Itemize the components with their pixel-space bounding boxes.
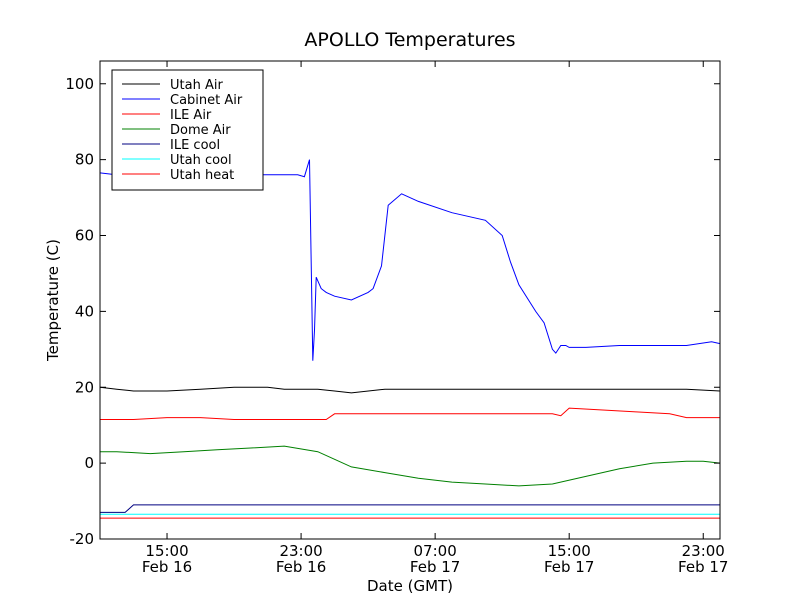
x-tick-time-label: 23:00 [682,542,725,560]
x-tick-date-label: Feb 17 [410,558,460,576]
y-tick-label: 20 [75,378,94,396]
x-tick-date-label: Feb 16 [276,558,326,576]
legend-label: Cabinet Air [170,93,243,108]
y-tick-label: 100 [65,75,94,93]
plot-frame [99,60,721,540]
y-tick-label: 60 [75,227,94,245]
series-line-ile-air [100,407,720,420]
y-tick-label: 40 [75,302,94,320]
x-tick-time-label: 15:00 [145,542,188,560]
chart-title: APOLLO Temperatures [304,29,515,51]
legend-label: Utah heat [170,168,234,183]
series-line-cabinet-air [99,159,721,361]
y-axis-label: Temperature (C) [44,239,62,362]
y-tick-label: 80 [75,151,94,169]
x-tick-date-label: Feb 17 [544,558,594,576]
x-tick-time-label: 07:00 [414,542,457,560]
y-tick-label: -20 [70,530,95,548]
series-layer [99,159,721,519]
x-tick-date-label: Feb 16 [142,558,192,576]
x-axis-label: Date (GMT) [367,577,453,595]
legend-frame [111,69,264,191]
y-tick-label: 0 [84,454,94,472]
x-tick-time-label: 23:00 [279,542,322,560]
legend-label: Utah cool [170,153,232,168]
legend-label: ILE cool [170,138,220,153]
legend-label: ILE Air [170,108,212,123]
series-line-ile-cool [100,504,720,513]
legend-label: Utah Air [170,78,223,93]
series-line-dome-air [100,445,721,487]
legend-label: Dome Air [170,123,231,138]
x-tick-date-label: Feb 17 [678,558,728,576]
x-tick-time-label: 15:00 [548,542,591,560]
series-line-utah-air [99,386,721,394]
